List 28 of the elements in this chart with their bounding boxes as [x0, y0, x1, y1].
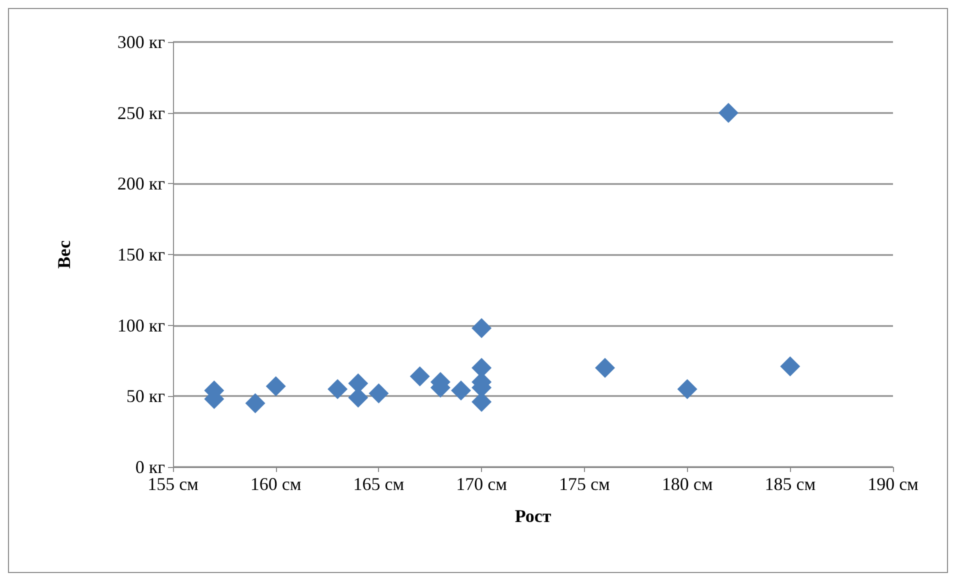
y-tick-label: 250 кг [117, 102, 165, 123]
y-tick-label: 300 кг [117, 32, 165, 52]
point [677, 379, 698, 400]
point [328, 379, 348, 400]
y-tick-label: 200 кг [117, 174, 165, 194]
x-tick-label: 155 см [148, 474, 198, 494]
point [472, 318, 492, 338]
x-tick-label: 165 см [353, 474, 404, 494]
x-axis-title: Рост [514, 506, 552, 526]
y-tick-label: 0 кг [135, 457, 165, 477]
point [368, 383, 389, 404]
x-tick-label: 190 см [868, 474, 918, 494]
point [245, 393, 266, 414]
y-axis-title: Вес [54, 240, 74, 269]
x-tick-label: 185 см [764, 474, 816, 494]
x-tick-label: 180 см [662, 474, 713, 494]
x-tick-label: 170 см [456, 474, 508, 494]
point [595, 358, 615, 378]
point [266, 376, 286, 396]
point [780, 356, 800, 376]
point [410, 366, 430, 386]
point [718, 102, 738, 123]
y-tick-label: 150 кг [117, 244, 165, 264]
y-tick-label: 50 кг [126, 386, 165, 406]
y-tick-label: 100 кг [117, 315, 165, 336]
x-tick-label: 160 см [250, 474, 302, 494]
point [451, 380, 471, 400]
x-tick-label: 175 см [558, 474, 610, 494]
